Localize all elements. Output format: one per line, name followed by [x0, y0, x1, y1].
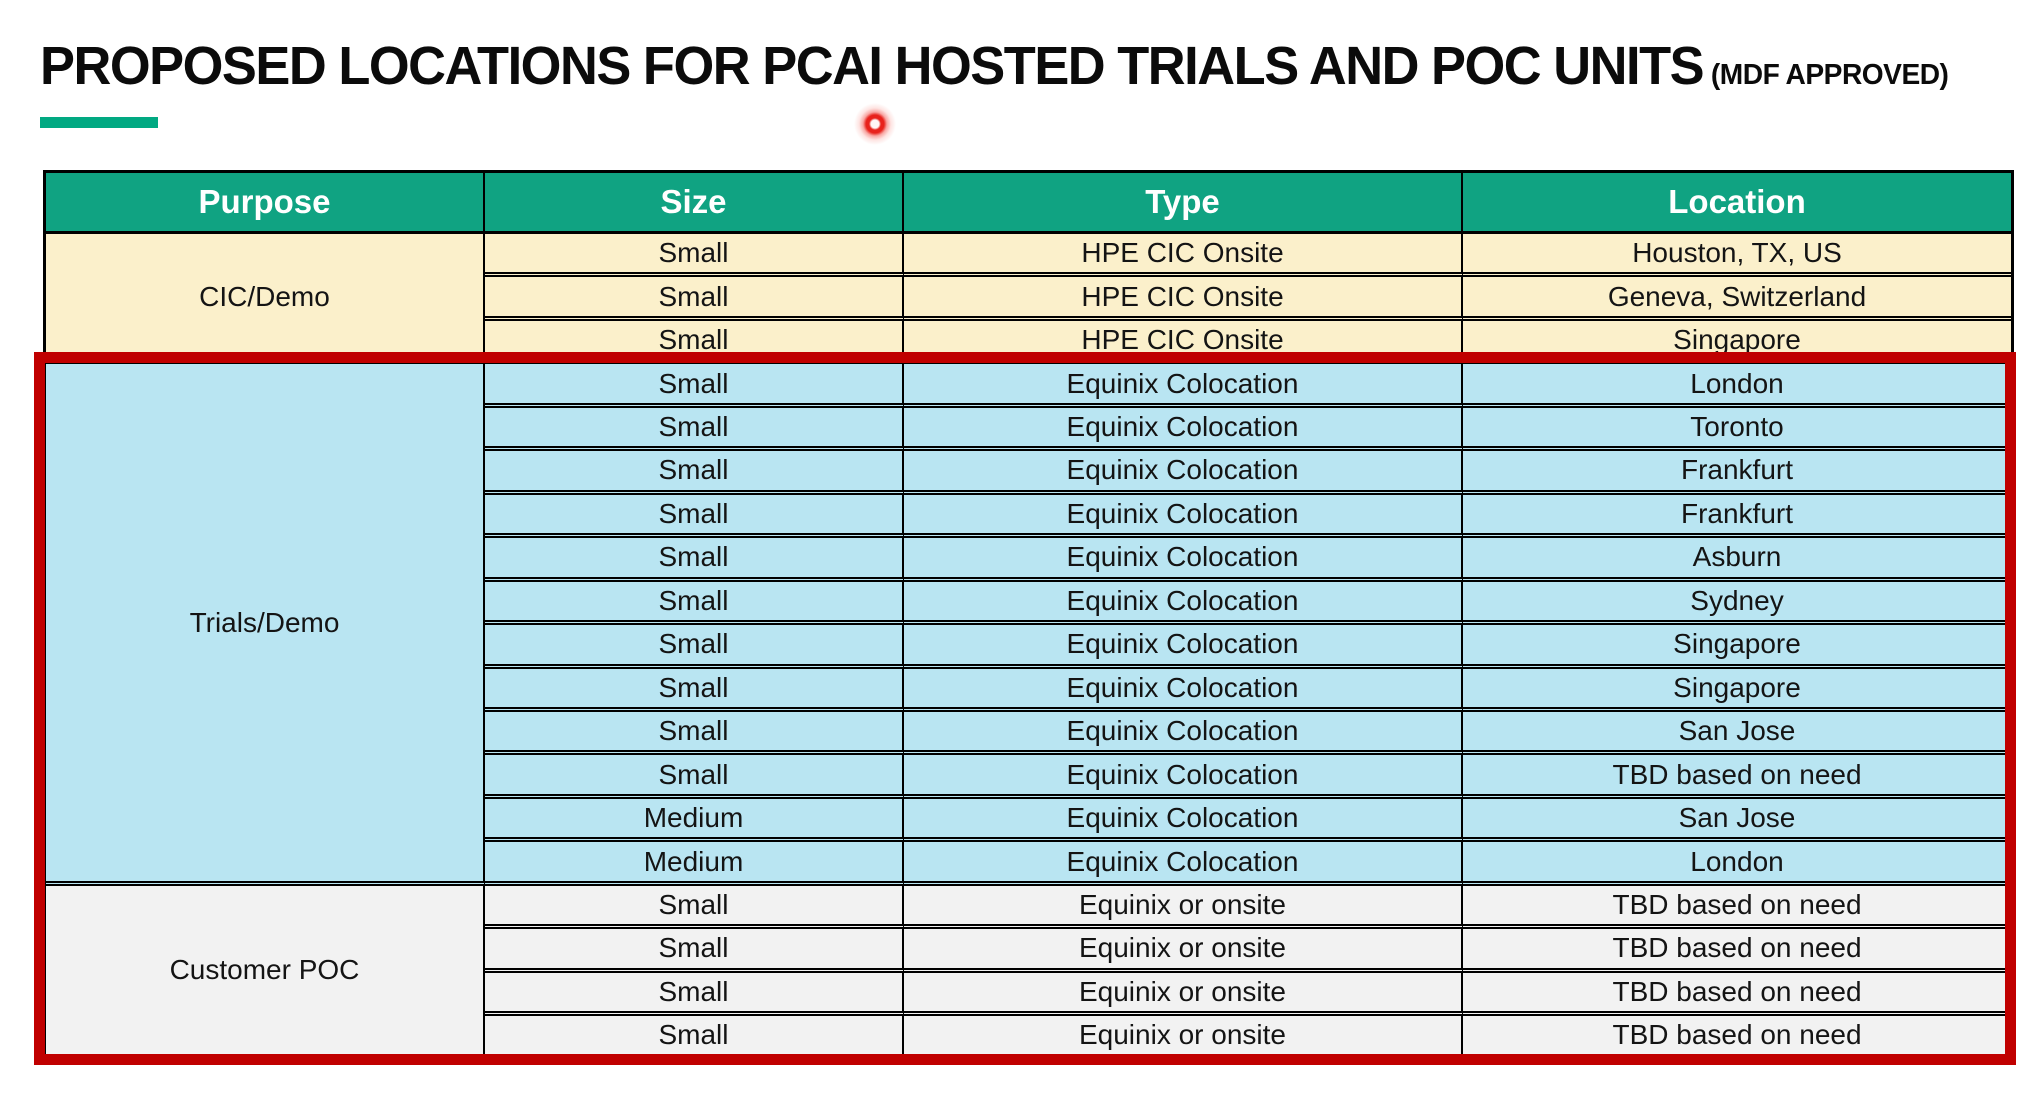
table-header: Purpose Size Type Location — [46, 173, 2011, 234]
size-cell: Medium — [485, 798, 904, 843]
table-row: Small Equinix Colocation Singapore — [46, 625, 2011, 669]
type-cell: Equinix Colocation — [904, 407, 1463, 452]
type-cell: Equinix or onsite — [904, 929, 1463, 973]
table-row: Small Equinix Colocation TBD based on need — [46, 755, 2011, 799]
size-cell: Small — [485, 711, 904, 756]
page-title-suffix: (MDF APPROVED) — [1710, 59, 1949, 91]
table-row: CIC/Demo Small HPE CIC Onsite Houston, TX, … — [46, 234, 2011, 365]
size-cell: Small — [485, 929, 904, 973]
column-header-type: Type — [904, 173, 1463, 234]
location-cell: Frankfurt — [1463, 494, 2011, 539]
type-cell: Equinix or onsite — [904, 972, 1463, 1017]
location-cell: London — [1463, 842, 2011, 886]
table-header-row: Purpose Size Type Location — [46, 173, 2011, 234]
table-row: Small Equinix Colocation Sydney — [46, 581, 2011, 626]
type-cell: Equinix Colocation — [904, 538, 1463, 582]
table-row: Small Equinix Colocation Asburn — [46, 538, 2011, 582]
table-row: Customer POC Small Equinix or onsite TBD ba… — [46, 885, 2011, 1054]
table-row: Small Equinix Colocation Toronto — [46, 407, 2011, 452]
table-row: Small Equinix or onsite TBD based on need — [46, 929, 2011, 973]
type-cell: HPE CIC Onsite — [904, 320, 1463, 365]
type-cell: Equinix Colocation — [904, 798, 1463, 843]
size-cell: Small — [485, 364, 904, 408]
table-row: Small Equinix or onsite TBD based on need — [46, 972, 2011, 1017]
size-cell: Small — [485, 538, 904, 582]
type-cell: Equinix or onsite — [904, 1016, 1463, 1054]
table-row: Small Equinix Colocation San Jose — [46, 711, 2011, 756]
table-row: Small HPE CIC Onsite Geneva, Switzerland — [46, 277, 2011, 321]
type-cell: HPE CIC Onsite — [904, 234, 1463, 278]
location-cell: TBD based on need — [1463, 972, 2011, 1017]
column-header-purpose: Purpose — [46, 173, 485, 234]
size-cell: Medium — [485, 842, 904, 886]
purpose-cell: Customer POC — [46, 885, 485, 1054]
table-row: Medium Equinix Colocation London — [46, 842, 2011, 886]
location-cell: Singapore — [1463, 320, 2011, 365]
column-header-size: Size — [485, 173, 904, 234]
table-row: Small Equinix Colocation Frankfurt — [46, 451, 2011, 495]
type-cell: Equinix Colocation — [904, 842, 1463, 886]
location-cell: Toronto — [1463, 407, 2011, 452]
size-cell: Small — [485, 625, 904, 669]
page-title-main: PROPOSED LOCATIONS FOR PCAI HOSTED TRIAL… — [40, 36, 1705, 96]
size-cell: Small — [485, 885, 904, 930]
column-header-location: Location — [1463, 173, 2011, 234]
title-accent-underline — [40, 117, 158, 128]
size-cell: Small — [485, 972, 904, 1017]
type-cell: Equinix Colocation — [904, 364, 1463, 408]
size-cell: Small — [485, 494, 904, 539]
page-title: PROPOSED LOCATIONS FOR PCAI HOSTED TRIAL… — [40, 34, 1949, 107]
type-cell: Equinix Colocation — [904, 494, 1463, 539]
table-row: Medium Equinix Colocation San Jose — [46, 798, 2011, 843]
location-cell: Frankfurt — [1463, 451, 2011, 495]
size-cell: Small — [485, 234, 904, 278]
laser-pointer-icon — [853, 102, 897, 146]
type-cell: HPE CIC Onsite — [904, 277, 1463, 321]
location-cell: Houston, TX, US — [1463, 234, 2011, 278]
location-cell: TBD based on need — [1463, 885, 2011, 930]
table-row: Small Equinix Colocation Singapore — [46, 668, 2011, 712]
location-cell: Sydney — [1463, 581, 2011, 626]
type-cell: Equinix Colocation — [904, 755, 1463, 799]
location-cell: Geneva, Switzerland — [1463, 277, 2011, 321]
size-cell: Small — [485, 668, 904, 712]
type-cell: Equinix Colocation — [904, 668, 1463, 712]
type-cell: Equinix Colocation — [904, 711, 1463, 756]
size-cell: Small — [485, 581, 904, 626]
location-cell: London — [1463, 364, 2011, 408]
location-cell: TBD based on need — [1463, 929, 2011, 973]
purpose-cell: CIC/Demo — [46, 234, 485, 365]
table-row: Small Equinix or onsite TBD based on need — [46, 1016, 2011, 1054]
location-cell: TBD based on need — [1463, 755, 2011, 799]
location-cell: San Jose — [1463, 798, 2011, 843]
type-cell: Equinix Colocation — [904, 451, 1463, 495]
location-cell: Asburn — [1463, 538, 2011, 582]
location-cell: Singapore — [1463, 668, 2011, 712]
size-cell: Small — [485, 1016, 904, 1054]
location-cell: TBD based on need — [1463, 1016, 2011, 1054]
size-cell: Small — [485, 320, 904, 365]
table-body: CIC/Demo Small HPE CIC Onsite Houston, TX, … — [46, 234, 2011, 1054]
table-row: Trials/Demo Small Equinix Colocation London — [46, 364, 2011, 886]
type-cell: Equinix Colocation — [904, 625, 1463, 669]
type-cell: Equinix Colocation — [904, 581, 1463, 626]
size-cell: Small — [485, 407, 904, 452]
size-cell: Small — [485, 451, 904, 495]
size-cell: Small — [485, 277, 904, 321]
locations-table: Purpose Size Type Location CIC/Demo Small… — [43, 170, 2014, 1057]
location-cell: San Jose — [1463, 711, 2011, 756]
table-row: Small Equinix Colocation Frankfurt — [46, 494, 2011, 539]
size-cell: Small — [485, 755, 904, 799]
purpose-cell: Trials/Demo — [46, 364, 485, 886]
type-cell: Equinix or onsite — [904, 885, 1463, 930]
location-cell: Singapore — [1463, 625, 2011, 669]
